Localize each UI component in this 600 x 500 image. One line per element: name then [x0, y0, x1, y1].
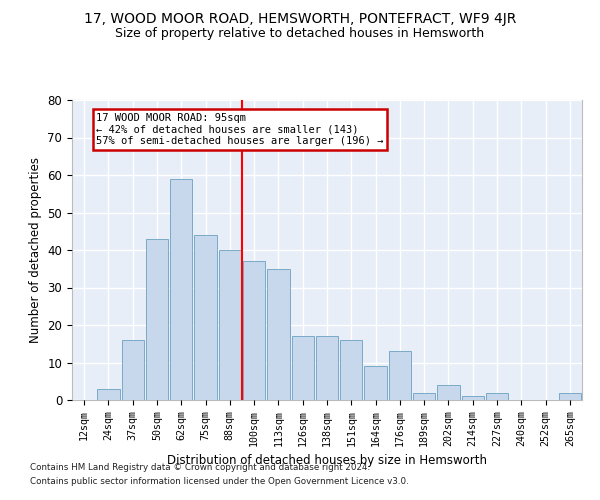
Bar [170, 179, 193, 400]
Text: 17 WOOD MOOR ROAD: 95sqm
← 42% of detached houses are smaller (143)
57% of semi-: 17 WOOD MOOR ROAD: 95sqm ← 42% of detach… [96, 113, 384, 146]
Bar [461, 396, 484, 400]
Bar [316, 336, 338, 400]
Text: Contains public sector information licensed under the Open Government Licence v3: Contains public sector information licen… [30, 477, 409, 486]
Text: Size of property relative to detached houses in Hemsworth: Size of property relative to detached ho… [115, 28, 485, 40]
Bar [486, 392, 508, 400]
Bar [389, 351, 411, 400]
X-axis label: Distribution of detached houses by size in Hemsworth: Distribution of detached houses by size … [167, 454, 487, 467]
Bar [243, 261, 265, 400]
Text: 17, WOOD MOOR ROAD, HEMSWORTH, PONTEFRACT, WF9 4JR: 17, WOOD MOOR ROAD, HEMSWORTH, PONTEFRAC… [84, 12, 516, 26]
Text: Contains HM Land Registry data © Crown copyright and database right 2024.: Contains HM Land Registry data © Crown c… [30, 464, 370, 472]
Bar [340, 340, 362, 400]
Bar [364, 366, 387, 400]
Bar [267, 269, 290, 400]
Y-axis label: Number of detached properties: Number of detached properties [29, 157, 42, 343]
Bar [559, 392, 581, 400]
Bar [292, 336, 314, 400]
Bar [437, 385, 460, 400]
Bar [97, 389, 119, 400]
Bar [218, 250, 241, 400]
Bar [413, 392, 436, 400]
Bar [122, 340, 144, 400]
Bar [146, 239, 168, 400]
Bar [194, 235, 217, 400]
